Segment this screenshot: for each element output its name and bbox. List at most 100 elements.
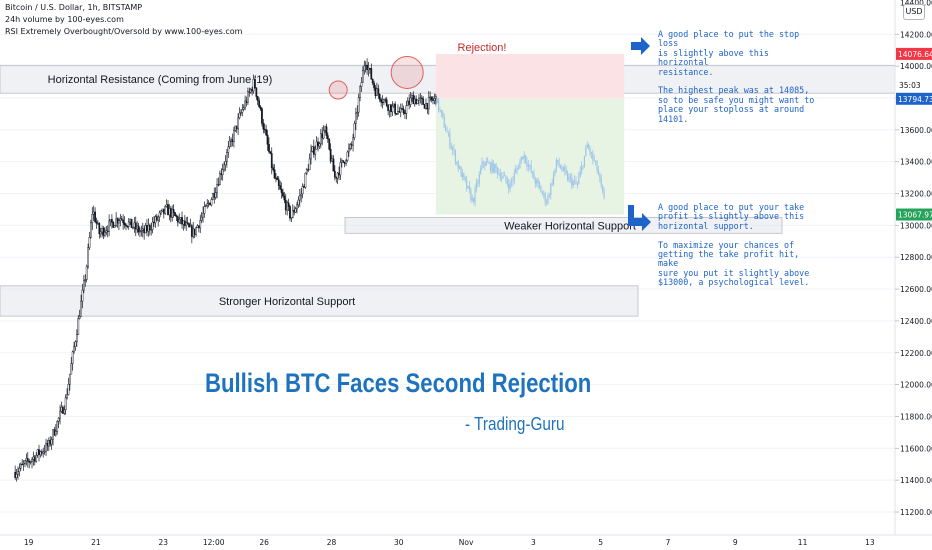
candle: [413, 95, 416, 107]
candle: [399, 103, 402, 118]
candle: [339, 157, 342, 180]
price-tick-label: 14200.00: [900, 30, 932, 39]
candle: [432, 95, 434, 105]
candle: [18, 463, 21, 477]
candle: [178, 213, 181, 224]
candle: [129, 218, 132, 225]
projection-candle: [597, 166, 600, 176]
candle: [136, 221, 139, 234]
rejection-markers: Rejection!: [328, 42, 506, 100]
candle: [120, 215, 123, 221]
projection-candle: [510, 177, 513, 187]
candle: [256, 95, 259, 106]
stop-price-tag: 14076.64: [896, 47, 932, 60]
candle: [227, 140, 230, 158]
candle: [258, 97, 261, 108]
candle: [370, 63, 373, 80]
projection-candle: [478, 171, 480, 187]
projection-candle: [491, 158, 493, 175]
candle: [83, 274, 85, 294]
projection-candle: [454, 149, 457, 166]
projection-candle: [467, 185, 469, 189]
candle: [340, 158, 343, 168]
candle: [322, 125, 325, 140]
candle: [46, 439, 49, 451]
projection-candle: [565, 165, 567, 176]
candle: [314, 145, 317, 161]
candle: [28, 458, 31, 469]
candle: [108, 214, 110, 237]
candle: [304, 172, 307, 190]
projection-candle: [460, 165, 462, 178]
candle: [266, 129, 269, 151]
candle: [237, 113, 239, 135]
candle: [388, 104, 391, 118]
projection-candle: [574, 175, 576, 185]
candle: [324, 125, 326, 133]
candle: [408, 94, 411, 110]
candle: [422, 96, 425, 105]
candle: [115, 212, 117, 227]
projection-candle: [543, 190, 545, 199]
candle: [161, 208, 164, 212]
projection-candle: [487, 157, 489, 163]
candle: [402, 105, 405, 115]
candle: [164, 205, 167, 215]
price-tick-label: 12800.00: [900, 253, 932, 262]
projection-candle: [447, 131, 450, 137]
projection-candle: [561, 164, 563, 172]
candle: [335, 176, 338, 183]
candle: [259, 105, 262, 111]
candle: [357, 93, 360, 117]
candle: [160, 210, 162, 216]
candle: [132, 226, 134, 230]
projection-candle: [588, 143, 590, 151]
take-profit-zone: [435, 98, 625, 215]
projection-candle: [522, 156, 524, 160]
projection-candle: [592, 149, 594, 165]
price-tick-label: 13400.00: [900, 158, 932, 167]
candle: [197, 225, 200, 233]
candle: [394, 101, 397, 116]
candle: [356, 105, 359, 120]
candle: [355, 107, 357, 131]
projection-candle: [544, 191, 546, 207]
candle: [210, 197, 213, 207]
candle: [390, 103, 392, 118]
candle: [190, 223, 193, 244]
currency-button[interactable]: USD: [903, 4, 925, 20]
candle: [127, 218, 130, 230]
projection-candle: [575, 176, 577, 185]
candle: [42, 447, 45, 458]
projection-candle: [526, 156, 528, 172]
candle: [73, 341, 75, 354]
candle: [118, 217, 120, 231]
candle: [244, 95, 246, 111]
projection-candle: [530, 160, 532, 174]
projection-candle: [445, 123, 447, 132]
candle: [56, 420, 59, 435]
projection-candle: [513, 168, 515, 185]
projection-candle: [515, 164, 517, 174]
projection-candle: [534, 176, 536, 188]
candle: [406, 97, 409, 106]
projection-candle: [501, 172, 503, 183]
candle: [217, 177, 220, 187]
candle: [282, 188, 284, 198]
candle: [224, 155, 227, 172]
projection-candle: [442, 110, 444, 119]
projection-candle: [512, 176, 514, 187]
price-tick-label: 11600.00: [900, 444, 932, 453]
candle: [275, 172, 277, 183]
projection-candle: [502, 171, 504, 180]
candle: [262, 119, 265, 134]
candle: [230, 137, 232, 148]
candle: [92, 205, 95, 221]
time-tick-label: 26: [259, 538, 269, 547]
candle: [68, 373, 71, 391]
price-tick-label: 12400.00: [900, 317, 932, 326]
candle: [307, 164, 310, 173]
candle: [349, 143, 352, 151]
price-tick-label: 13000.00: [900, 221, 932, 230]
